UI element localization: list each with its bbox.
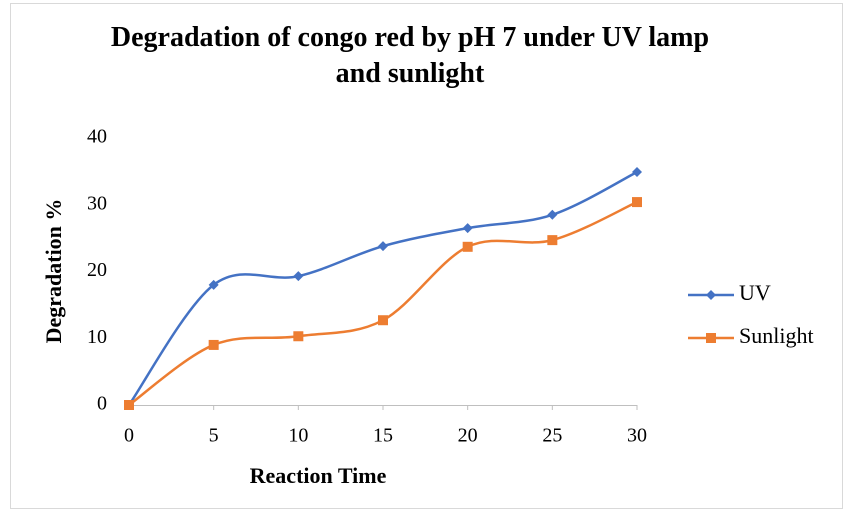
y-tick-label: 0 — [97, 393, 107, 415]
data-point — [547, 235, 558, 246]
x-tick-label: 5 — [209, 425, 219, 447]
chart-frame — [10, 3, 843, 509]
data-point — [462, 223, 473, 234]
data-point — [208, 279, 219, 290]
x-tick-label: 25 — [542, 425, 562, 447]
y-tick-label: 30 — [87, 192, 107, 214]
legend-label: UV — [739, 280, 771, 305]
x-tick-label: 10 — [288, 425, 308, 447]
data-point — [378, 241, 388, 252]
data-point — [293, 271, 304, 282]
y-axis-label: Degradation % — [41, 199, 66, 344]
x-tick-label: 20 — [458, 425, 478, 447]
chart-title: Degradation of congo red by pH 7 under U… — [110, 22, 710, 89]
data-point — [547, 209, 558, 220]
data-point — [124, 400, 134, 410]
data-point — [632, 197, 642, 208]
data-point — [632, 167, 642, 178]
x-tick-label: 15 — [373, 425, 393, 447]
legend-marker — [706, 333, 716, 343]
y-tick-label: 10 — [87, 326, 107, 348]
legend-marker — [706, 290, 716, 300]
x-tick-label: 0 — [124, 425, 134, 447]
data-point — [293, 331, 304, 342]
legend-label: Sunlight — [739, 323, 814, 348]
data-point — [208, 339, 219, 350]
x-tick-label: 30 — [627, 425, 647, 447]
y-tick-label: 40 — [87, 126, 107, 148]
x-axis-label: Reaction Time — [250, 463, 387, 488]
y-tick-label: 20 — [87, 259, 107, 281]
data-point — [462, 241, 473, 252]
data-point — [378, 315, 388, 326]
